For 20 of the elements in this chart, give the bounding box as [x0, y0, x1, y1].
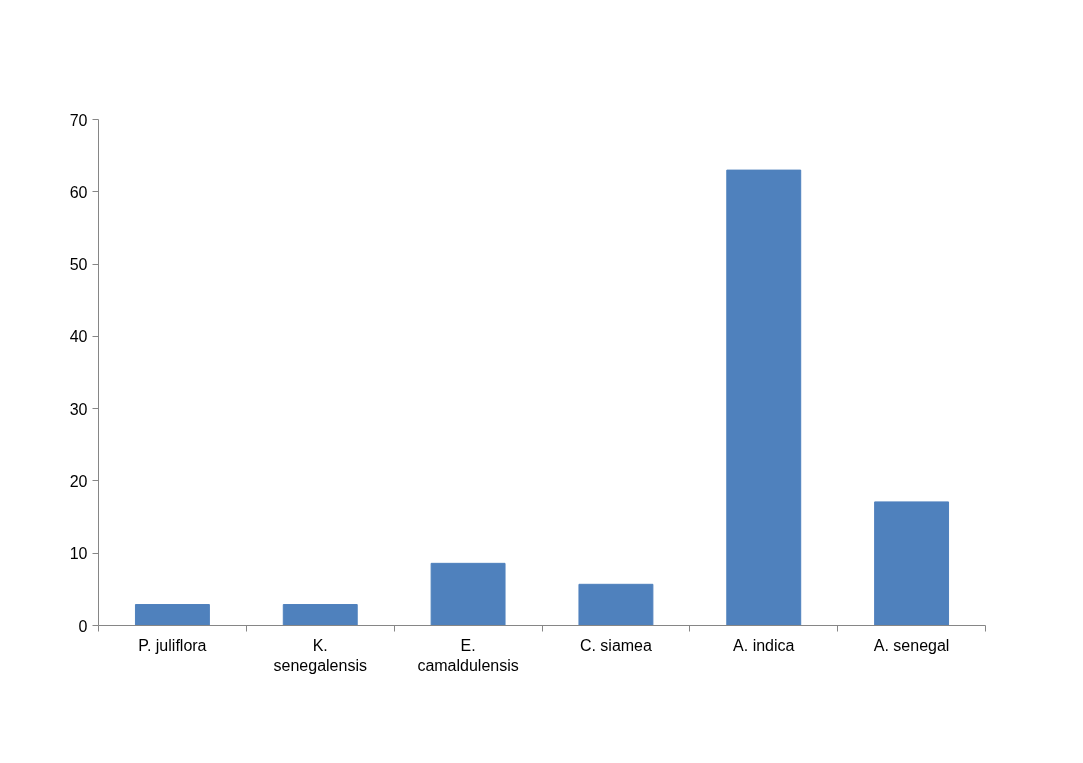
y-tick-label: 0 [78, 617, 88, 635]
y-tick-label: 30 [69, 400, 88, 418]
x-tick-label: E. camaldulensis [417, 636, 519, 674]
bar [282, 604, 358, 626]
x-tick-label: A. indica [733, 636, 795, 654]
bar [578, 583, 654, 626]
y-tick-label: 70 [69, 111, 88, 129]
y-tick-label: 50 [69, 256, 88, 274]
bar [430, 562, 506, 626]
y-tick-label: 60 [69, 183, 88, 201]
y-tick-label: 20 [69, 472, 88, 490]
x-tick-label: C. siamea [579, 636, 653, 654]
x-tick-label: A. senegal [873, 636, 950, 654]
bar [726, 169, 802, 626]
bar [134, 604, 210, 626]
y-tick-label: 10 [69, 545, 88, 563]
y-tick-label: 40 [69, 328, 88, 346]
x-tick-label: K. senegalensis [273, 636, 367, 674]
bar [874, 501, 950, 626]
x-tick-label: P. juliflora [138, 636, 207, 654]
